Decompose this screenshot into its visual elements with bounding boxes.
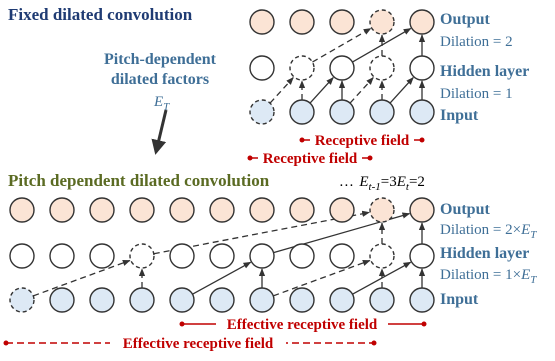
bottom-input-node [409,287,435,313]
bottom-output-node [289,197,315,223]
bottom-output-node [9,197,35,223]
bottom-output-node [369,197,395,223]
bottom-input-label: Input [440,291,479,308]
network-edges [33,27,426,297]
factors-arrow [151,109,168,155]
bottom-output-node [209,197,235,223]
bottom-hidden-label: Hidden layer [440,245,529,262]
top-rf-inner-label: Receptive field [315,133,410,149]
top-edge-dashed [269,77,294,104]
top-rf-outer-dot-right [367,155,373,161]
bottom-hidden-node [249,243,275,269]
bottom-erf-outer-dot-right [371,340,377,346]
bottom-erf-inner-label: Effective receptive field [227,317,378,333]
top-output-node [289,9,315,35]
bottom-erf-inner-dot-right [421,321,427,327]
bottom-output-node [329,197,355,223]
bottom-input-node [89,287,115,313]
top-hidden-node [289,55,315,81]
top-input-node [409,99,435,125]
bottom-input-node [49,287,75,313]
bottom-hidden-node [209,243,235,269]
bottom-input-node [369,287,395,313]
top-hidden-node [369,55,395,81]
bottom-edge [192,261,252,295]
top-dilation-hidden: Dilation = 1 [440,86,513,102]
top-output-node [329,9,355,35]
bottom-output-node [129,197,155,223]
top-edge [309,77,334,104]
bottom-hidden-node [9,243,35,269]
top-output-node [369,9,395,35]
bottom-edge [352,261,412,295]
pitch-factor-readout: … Et-1=3Et=2 [340,174,425,193]
top-rf-inner-dot-left [299,137,305,143]
bottom-hidden-node [89,243,115,269]
bottom-hidden-node [49,243,75,269]
bottom-hidden-node [329,243,355,269]
top-edge [352,27,412,63]
top-dilation-output: Dilation = 2 [440,34,513,50]
bottom-output-label: Output [440,201,490,218]
dilated-factors-label-line2: dilated factors [111,71,209,88]
top-rf-outer-dot-left [247,155,253,161]
bottom-hidden-node [289,243,315,269]
bottom-output-node [409,197,435,223]
top-input-node [249,99,275,125]
bottom-hidden-node [169,243,195,269]
top-input-node [289,99,315,125]
bottom-output-node [169,197,195,223]
top-input-node [369,99,395,125]
top-edge-dashed [349,77,374,104]
bottom-erf-outer-dot-left [3,340,9,346]
bottom-input-node [9,287,35,313]
bottom-input-node [329,287,355,313]
bottom-edge-dashed [153,210,370,255]
top-output-node [249,9,275,35]
bottom-input-node [209,287,235,313]
bottom-output-node [89,197,115,223]
top-output-label: Output [440,11,490,28]
bottom-hidden-node [129,243,155,269]
top-title: Fixed dilated convolution [8,5,193,24]
top-hidden-node [409,55,435,81]
top-rf-inner-bg [310,131,414,149]
bottom-erf-outer-bg [110,334,286,352]
top-rf-inner-dot-right [419,137,425,143]
bottom-input-node [169,287,195,313]
bottom-hidden-node [369,243,395,269]
bottom-input-node [289,287,315,313]
top-input-node [329,99,355,125]
bottom-hidden-node [409,243,435,269]
top-hidden-label: Hidden layer [440,63,529,80]
network-nodes [9,9,435,313]
top-rf-outer-label: Receptive field [263,151,358,167]
bottom-dilation-hidden: Dilation = 1×ET [440,267,537,286]
bottom-input-node [249,287,275,313]
bottom-edge-dashed [33,259,131,297]
bottom-edge-dashed [273,259,371,297]
bottom-erf-inner-dot-left [179,321,185,327]
bottom-dilation-output: Dilation = 2×ET [440,222,537,241]
bottom-output-node [49,197,75,223]
et-label-top: ET [153,94,170,113]
dilated-factors-label-line1: Pitch-dependent [104,51,217,68]
bottom-input-node [129,287,155,313]
bottom-erf-outer-label: Effective receptive field [123,336,274,352]
bottom-output-node [249,197,275,223]
top-edge [389,77,414,104]
top-output-node [409,9,435,35]
top-rf-outer-bg [258,149,362,167]
top-edge-dashed [312,27,372,63]
bottom-erf-inner-bg [216,315,388,333]
top-hidden-node [249,55,275,81]
top-hidden-node [329,55,355,81]
top-input-label: Input [440,107,479,124]
bottom-title: Pitch dependent dilated convolution [8,171,270,190]
